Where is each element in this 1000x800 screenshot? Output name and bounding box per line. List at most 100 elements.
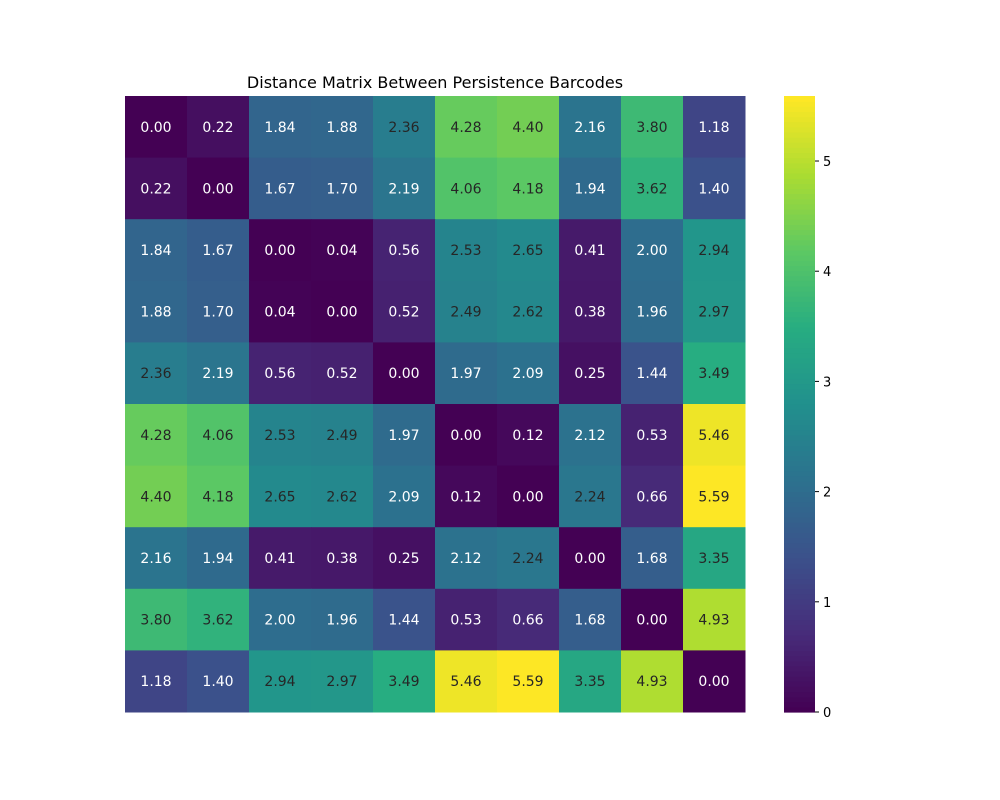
heatmap-cell [683, 650, 746, 713]
colorbar-segment [784, 475, 815, 482]
cell-value-label: 2.94 [698, 243, 729, 259]
heatmap-cell [559, 280, 622, 343]
cell-value-label: 1.68 [574, 613, 605, 629]
colorbar-segment [784, 599, 815, 605]
colorbar-tick-label: 5 [823, 155, 831, 170]
colorbar-segment [784, 167, 815, 174]
colorbar-segment [784, 573, 815, 580]
cell-value-label: 4.28 [140, 428, 171, 444]
cell-value-label: 2.62 [326, 489, 357, 505]
heatmap-cell [559, 650, 622, 713]
heatmap-cell [187, 280, 250, 343]
colorbar-segment [784, 583, 815, 590]
heatmap-cell [373, 96, 436, 159]
heatmap-cell [559, 342, 622, 405]
heatmap-cell [559, 219, 622, 282]
heatmap-cell [311, 588, 374, 651]
colorbar-segment [784, 568, 815, 574]
heatmap-cell [683, 157, 746, 220]
heatmap-cell [249, 588, 312, 651]
heatmap-cell [621, 404, 684, 467]
heatmap-cell [311, 219, 374, 282]
colorbar-segment [784, 393, 815, 400]
cell-value-label: 1.40 [698, 181, 729, 197]
colorbar-segment [784, 111, 815, 118]
colorbar-segment [784, 260, 815, 266]
cell-value-label: 0.66 [636, 489, 667, 505]
colorbar-segment [784, 532, 815, 539]
heatmap-cell [435, 280, 498, 343]
heatmap-cell [621, 588, 684, 651]
cell-value-label: 1.44 [636, 366, 667, 382]
heatmap-cell [435, 465, 498, 528]
cell-value-label: 2.00 [636, 243, 667, 259]
heatmap-cell [373, 650, 436, 713]
colorbar-segment [784, 188, 815, 195]
colorbar-segment [784, 296, 815, 302]
heatmap-cell [497, 588, 560, 651]
colorbar-segment [784, 609, 815, 616]
colorbar: 0 1 2 3 4 5 [784, 96, 831, 721]
heatmap-cell [249, 650, 312, 713]
heatmap-cell [683, 96, 746, 159]
cell-value-label: 2.97 [326, 674, 357, 690]
heatmap-cell [125, 280, 188, 343]
colorbar-segment [784, 275, 815, 282]
heatmap-cell [125, 157, 188, 220]
colorbar-segment [784, 198, 815, 205]
cell-value-label: 1.94 [574, 181, 605, 197]
heatmap-cell [497, 219, 560, 282]
cell-value-label: 0.00 [140, 120, 171, 136]
cell-value-label: 0.25 [574, 366, 605, 382]
cell-value-label: 0.00 [636, 613, 667, 629]
heatmap-cell [311, 465, 374, 528]
colorbar-segment [784, 439, 815, 446]
heatmap-cell [435, 588, 498, 651]
heatmap-cell [683, 588, 746, 651]
cell-value-label: 1.97 [388, 428, 419, 444]
heatmap-cell [249, 219, 312, 282]
cell-value-label: 2.62 [512, 305, 543, 321]
heatmap-cell [621, 96, 684, 159]
heatmap-cell [559, 588, 622, 651]
colorbar-segment [784, 183, 815, 189]
colorbar-segment [784, 126, 815, 133]
cell-value-label: 0.38 [574, 305, 605, 321]
colorbar-segment [784, 629, 815, 636]
colorbar-segment [784, 635, 815, 641]
cell-value-label: 1.88 [140, 305, 171, 321]
colorbar-segment [784, 706, 815, 713]
colorbar-segment [784, 547, 815, 554]
cell-value-label: 4.18 [512, 181, 543, 197]
cell-value-label: 1.96 [326, 613, 357, 629]
colorbar-segment [784, 244, 815, 251]
cell-value-label: 2.16 [574, 120, 605, 136]
cell-value-label: 1.84 [264, 120, 295, 136]
colorbar-segment [784, 178, 815, 184]
colorbar-segment [784, 285, 815, 292]
cell-value-label: 4.06 [450, 181, 481, 197]
heatmap-cell [497, 465, 560, 528]
cell-value-label: 2.12 [574, 428, 605, 444]
colorbar-segment [784, 670, 815, 677]
cell-value-label: 0.12 [450, 489, 481, 505]
heatmap-cell [435, 527, 498, 590]
heatmap-cell [435, 96, 498, 159]
cell-value-label: 2.12 [450, 551, 481, 567]
heatmap-cell [435, 650, 498, 713]
heatmap-cell [621, 527, 684, 590]
cell-value-label: 4.28 [450, 120, 481, 136]
colorbar-segment [784, 701, 815, 708]
cell-value-label: 3.62 [202, 613, 233, 629]
heatmap-cell [497, 650, 560, 713]
heatmap-cell [249, 465, 312, 528]
cell-value-label: 1.84 [140, 243, 171, 259]
colorbar-segment [784, 414, 815, 420]
colorbar-segment [784, 162, 815, 169]
cell-value-label: 0.00 [450, 428, 481, 444]
cell-value-label: 3.80 [140, 613, 171, 629]
colorbar-segment [784, 229, 815, 236]
colorbar-segment [784, 234, 815, 241]
colorbar-segment [784, 681, 815, 687]
heatmap-cell [125, 650, 188, 713]
